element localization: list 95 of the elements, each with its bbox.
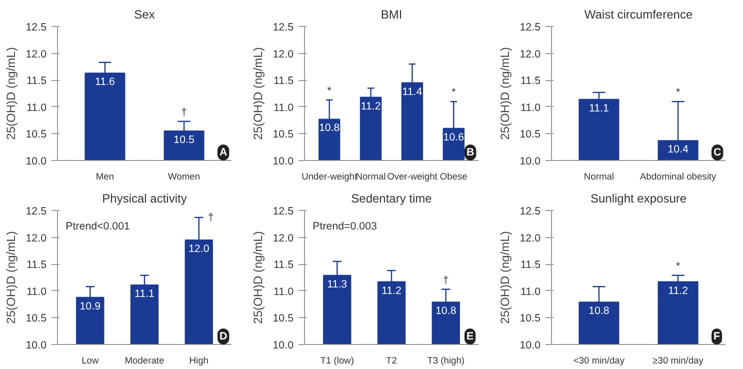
data-label: 10.4 xyxy=(668,144,688,156)
y-tick-label: 12.0 xyxy=(26,232,47,244)
annotation: B xyxy=(466,146,474,158)
chart-title: Waist circumference xyxy=(584,8,693,22)
x-tick-label: T2 xyxy=(386,356,397,366)
annotation: Ptrend<0.001 xyxy=(66,220,130,233)
y-tick-label: 10.5 xyxy=(272,312,294,325)
y-tick-label: 10.0 xyxy=(26,340,47,352)
y-tick-label: 10.5 xyxy=(520,128,541,141)
y-tick-label: 11.5 xyxy=(274,75,294,88)
y-tick-label: 10.0 xyxy=(272,340,294,352)
y-tick-label: 12.5 xyxy=(520,22,541,34)
data-label: 10.6 xyxy=(443,131,464,144)
chart-title: Physical activity xyxy=(102,192,187,206)
y-tick-label: 12.5 xyxy=(272,22,294,34)
y-tick-label: 11.0 xyxy=(520,102,541,114)
y-tick-label: 11.0 xyxy=(26,286,47,298)
data-label: 10.9 xyxy=(80,300,101,312)
x-tick-label: High xyxy=(189,356,208,366)
y-tick-label: 12.5 xyxy=(26,206,47,218)
data-label: 11.2 xyxy=(360,100,381,112)
data-label: 11.3 xyxy=(327,278,348,290)
y-tick-label: 11.5 xyxy=(274,259,294,272)
y-axis-title: 25(OH)D (ng/mL) xyxy=(498,231,512,324)
y-tick-label: 12.0 xyxy=(272,232,294,244)
y-tick-label: 10.5 xyxy=(26,128,47,141)
y-axis-title: 25(OH)D (ng/mL) xyxy=(4,231,18,324)
y-tick-label: 10.0 xyxy=(520,156,541,168)
x-tick-label: T3 (high) xyxy=(427,356,465,366)
annotation: E xyxy=(466,330,474,342)
y-tick-label: 12.0 xyxy=(26,48,47,60)
x-tick-label: <30 min/day xyxy=(573,356,625,366)
y-tick-label: 12.0 xyxy=(272,48,294,60)
annotation: Ptrend=0.003 xyxy=(312,220,378,233)
y-tick-label: 12.5 xyxy=(520,206,541,218)
annotation: † xyxy=(208,211,214,224)
y-tick-label: 12.5 xyxy=(26,22,47,34)
chart-title: BMI xyxy=(380,8,402,22)
y-tick-label: 10.5 xyxy=(272,128,294,141)
y-tick-label: 12.0 xyxy=(520,232,541,244)
annotation: † xyxy=(181,106,188,118)
chart-title: Sedentary time xyxy=(351,192,432,206)
data-label: 10.8 xyxy=(436,305,456,318)
y-tick-label: 10.0 xyxy=(26,156,47,168)
y-tick-label: 10.0 xyxy=(272,156,294,168)
x-tick-label: Moderate xyxy=(124,356,164,366)
x-tick-label: Over-weight xyxy=(387,172,438,182)
chart-title: Sunlight exposure xyxy=(590,192,687,206)
x-tick-label: Normal xyxy=(584,172,614,182)
data-label: 12.0 xyxy=(188,242,210,255)
y-axis-title: 25(OH)D (ng/mL) xyxy=(498,47,512,140)
annotation: † xyxy=(442,274,449,286)
annotation: D xyxy=(220,330,228,342)
annotation: A xyxy=(220,146,228,158)
x-tick-label: Low xyxy=(82,356,99,366)
data-label: 11.6 xyxy=(94,76,116,88)
annotation: C xyxy=(714,146,722,158)
x-tick-label: Normal xyxy=(356,172,386,182)
x-tick-label: Abdominal obesity xyxy=(640,172,716,182)
y-axis-title: 25(OH)D (ng/mL) xyxy=(250,47,265,140)
y-tick-label: 11.0 xyxy=(520,286,541,298)
y-tick-label: 10.5 xyxy=(520,312,541,325)
annotation: * xyxy=(327,84,332,97)
x-tick-label: ≥30 min/day xyxy=(652,356,704,366)
y-tick-label: 11.0 xyxy=(26,102,47,114)
y-tick-label: 10.0 xyxy=(520,340,541,352)
y-tick-label: 11.0 xyxy=(274,102,294,114)
y-axis-title: 25(OH)D (ng/mL) xyxy=(250,231,265,324)
x-tick-label: Women xyxy=(168,172,200,182)
x-tick-label: Men xyxy=(96,172,114,182)
y-tick-label: 11.5 xyxy=(520,75,541,88)
annotation: * xyxy=(452,86,456,99)
chart-title: Sex xyxy=(134,8,155,22)
data-label: 11.1 xyxy=(134,288,155,300)
data-label: 11.1 xyxy=(588,102,610,114)
annotation: * xyxy=(676,260,680,272)
data-label: 10.8 xyxy=(318,122,340,134)
x-tick-label: Obese xyxy=(440,172,468,182)
data-label: 10.5 xyxy=(174,134,194,146)
data-label: 11.2 xyxy=(668,284,688,297)
y-tick-label: 11.5 xyxy=(520,259,541,272)
y-tick-label: 11.0 xyxy=(274,286,294,298)
data-label: 11.2 xyxy=(382,284,402,297)
annotation: * xyxy=(676,86,680,99)
x-tick-label: T1 (low) xyxy=(320,356,354,366)
y-tick-label: 11.5 xyxy=(26,259,47,272)
annotation: F xyxy=(714,330,720,342)
data-label: 11.4 xyxy=(402,86,422,98)
y-axis-title: 25(OH)D (ng/mL) xyxy=(4,47,18,140)
y-tick-label: 10.5 xyxy=(26,312,47,325)
x-tick-label: Under-weight xyxy=(302,172,358,182)
y-tick-label: 12.5 xyxy=(272,206,294,218)
y-tick-label: 12.0 xyxy=(520,48,541,60)
y-tick-label: 11.5 xyxy=(26,75,47,88)
data-label: 10.8 xyxy=(588,305,610,318)
